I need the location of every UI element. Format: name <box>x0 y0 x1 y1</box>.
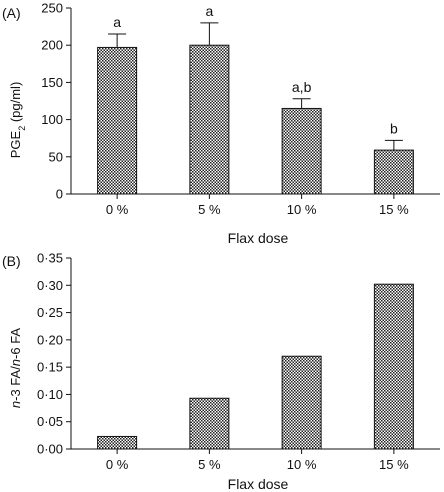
panel-a-x-tick-label: 15 % <box>379 202 409 217</box>
panel-a-bar-4 <box>373 149 414 195</box>
panel-a-y-tick-label: 150 <box>41 75 63 90</box>
panel-a-y-tick-label: 50 <box>49 149 63 164</box>
panel-b-bar-2 <box>189 397 230 450</box>
panel-b-bar-1 <box>97 435 138 450</box>
panel-a-x-tick-label: 10 % <box>287 202 317 217</box>
panel-a-y-tick-label: 200 <box>41 38 63 53</box>
panel-b-y-tick-label: 0·35 <box>37 251 63 266</box>
panel-b-y-tick-label: 0·30 <box>37 278 63 293</box>
panel-b-bar-4 <box>373 283 414 450</box>
panel-a-x-axis-label: Flax dose <box>228 230 289 246</box>
panel-b-y-axis-label: n-3 FA/n-6 FA <box>8 328 23 409</box>
panel-b-y-tick-label: 0·05 <box>37 414 63 429</box>
panel-b-label: (B) <box>2 253 21 269</box>
panel-b: (B) n-3 FA/n-6 FA Flax dose 0·00 0·05 0·10… <box>2 251 440 492</box>
panel-b-y-tick-label: 0·25 <box>37 305 63 320</box>
panel-a-significance-label: a <box>113 14 121 30</box>
panel-a-label: (A) <box>2 5 21 21</box>
panel-a-significance-label: a <box>205 3 213 19</box>
panel-b-y-tick-label: 0·15 <box>37 360 63 375</box>
panel-a-y-tick-label: 100 <box>41 112 63 127</box>
panel-b-x-axis-label: Flax dose <box>228 476 289 492</box>
panel-a-y-tick-label: 0 <box>56 187 63 202</box>
panel-b-y-tick-label: 0·20 <box>37 332 63 347</box>
panel-a-bar-3 <box>281 107 322 195</box>
panel-a-y-axis-label: PGE2 (pg/ml) <box>8 82 27 159</box>
panel-b-x-tick-label: 5 % <box>198 457 221 472</box>
panel-a: (A) PGE2 (pg/ml) Flax dose 0 50 100 150 200 2… <box>2 1 440 246</box>
panel-a-significance-label: b <box>390 120 398 136</box>
panel-b-y-tick-label: 0·00 <box>37 442 63 457</box>
panel-a-bar-1 <box>97 46 138 195</box>
panel-b-x-tick-label: 0 % <box>106 457 129 472</box>
panel-b-bar-3 <box>281 355 322 450</box>
panel-a-x-tick-label: 5 % <box>198 202 221 217</box>
panel-b-y-tick-label: 0·10 <box>37 387 63 402</box>
panel-b-x-tick-label: 15 % <box>379 457 409 472</box>
panel-a-x-tick-label: 0 % <box>106 202 129 217</box>
panel-a-y-tick-label: 250 <box>41 1 63 16</box>
panel-a-bar-2 <box>189 44 230 195</box>
panel-a-significance-label: a,b <box>292 79 312 95</box>
panel-b-x-tick-label: 10 % <box>287 457 317 472</box>
